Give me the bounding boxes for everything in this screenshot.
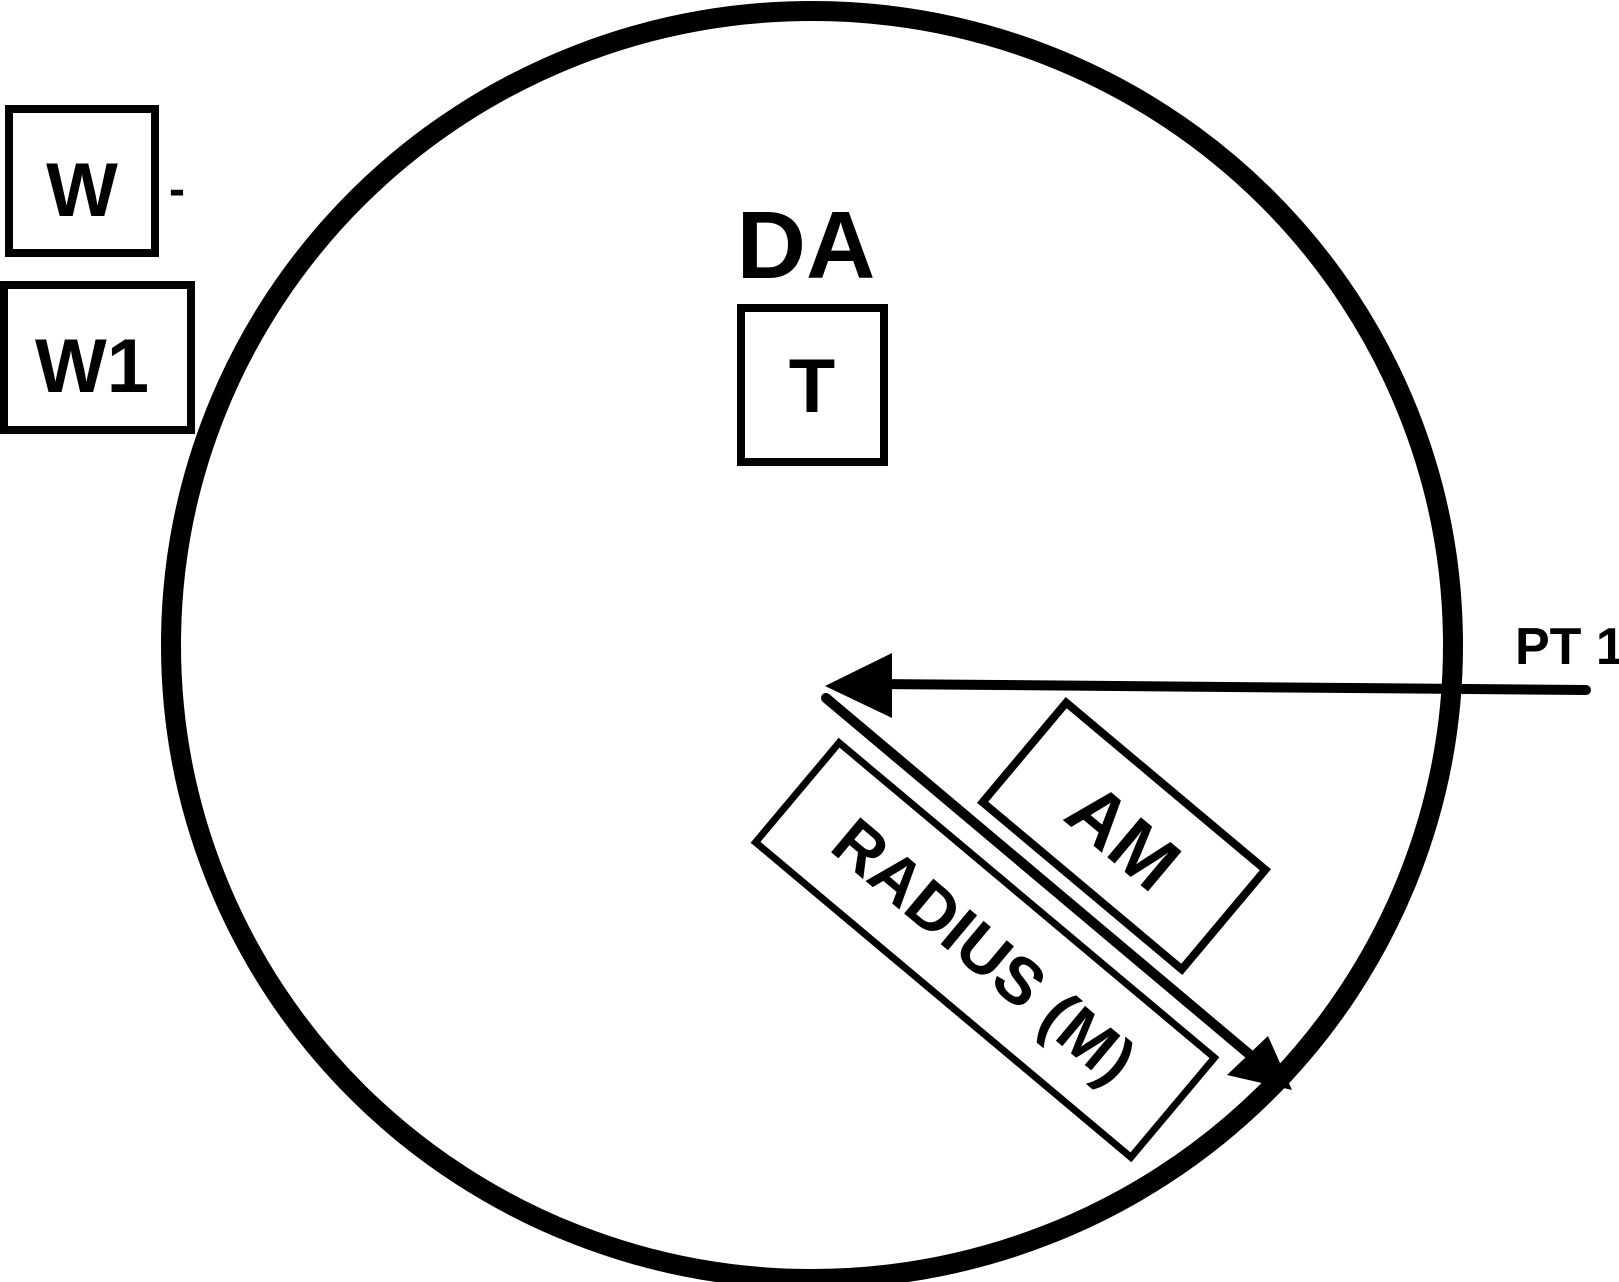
radius-arrow <box>821 693 1292 1090</box>
minus-sign-label: - <box>169 163 185 216</box>
am-box: AM <box>976 697 1272 975</box>
radius-arrow-shaft <box>821 693 1267 1070</box>
main-circle <box>161 1 1463 1282</box>
t-box-frame <box>737 304 888 466</box>
w1-box: W1 <box>0 281 195 434</box>
horizontal-arrow <box>825 653 1591 718</box>
t-box: T <box>737 304 888 466</box>
da-label: DA <box>737 192 876 299</box>
horizontal-arrow-head <box>825 653 892 718</box>
w-minus-box-frame <box>5 105 159 257</box>
am-box-frame <box>976 697 1272 975</box>
w-minus-label: W <box>46 148 118 233</box>
w1-box-frame <box>0 281 195 434</box>
radius-arrow-head <box>1227 1036 1292 1090</box>
horizontal-arrow-shaft <box>875 679 1591 695</box>
pt1-label: PT 1 <box>1515 618 1619 676</box>
radius-box-frame <box>750 737 1220 1163</box>
w1-label: W1 <box>35 324 149 409</box>
w-minus-box: W - <box>5 105 185 257</box>
t-label: T <box>789 344 835 429</box>
